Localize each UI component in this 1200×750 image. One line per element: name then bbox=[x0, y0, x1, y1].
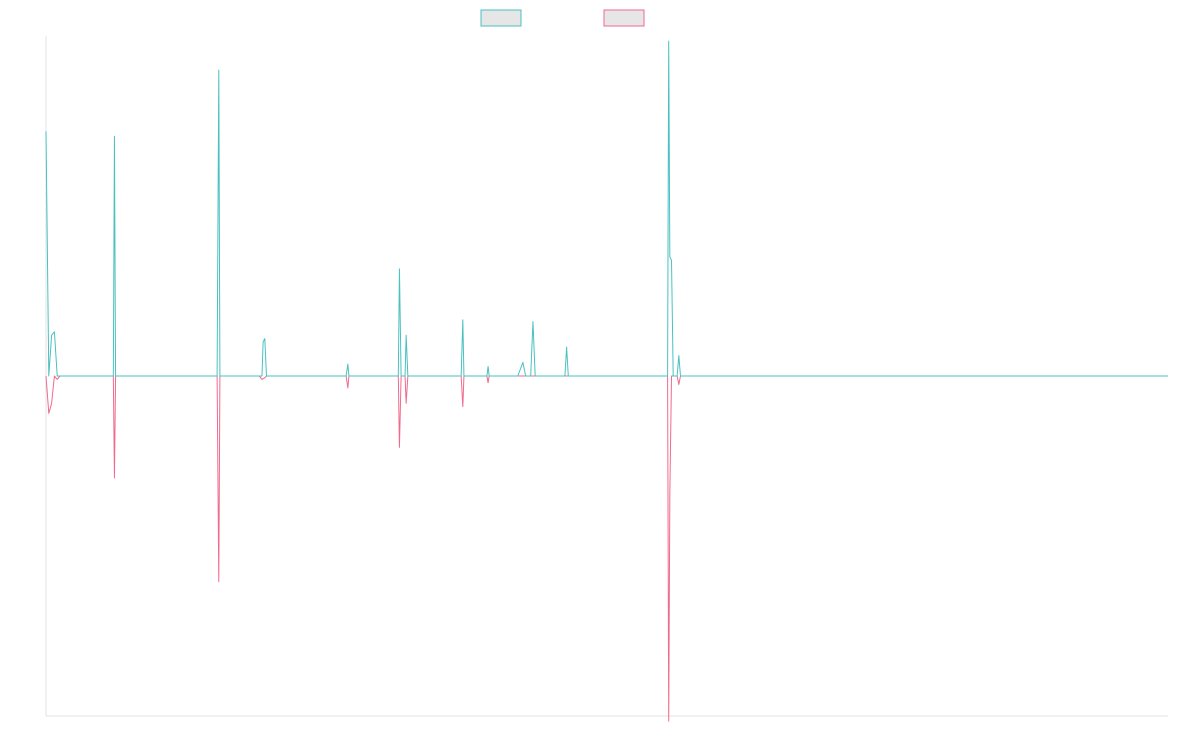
legend-swatch-series-2[interactable] bbox=[603, 9, 645, 27]
series-line-1 bbox=[45, 40, 1168, 377]
legend-swatch-series-1[interactable] bbox=[480, 9, 522, 27]
series-line-2 bbox=[45, 375, 1168, 722]
series-layer bbox=[45, 40, 1168, 722]
legend bbox=[480, 9, 645, 27]
plot-area bbox=[45, 36, 1168, 722]
